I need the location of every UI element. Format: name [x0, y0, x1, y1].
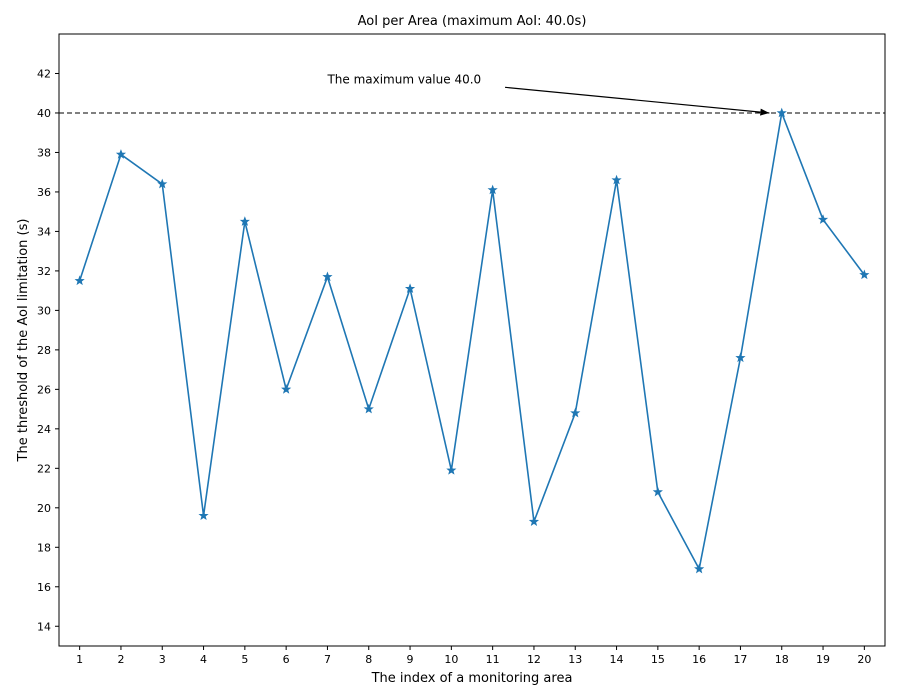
data-point-star — [487, 184, 498, 195]
y-tick-label: 30 — [37, 304, 51, 317]
y-tick-label: 32 — [37, 265, 51, 278]
data-point-star — [570, 407, 581, 418]
x-tick-label: 8 — [365, 653, 372, 666]
data-point-star — [198, 510, 209, 521]
data-point-star — [446, 464, 457, 475]
series-line — [78, 109, 865, 572]
data-point-star — [115, 149, 127, 159]
data-point-star — [281, 383, 292, 394]
x-tick-label: 3 — [159, 653, 166, 666]
x-tick-label: 12 — [527, 653, 541, 666]
data-point-star — [776, 107, 787, 118]
annotation-arrow-shaft — [504, 86, 770, 114]
x-tick-label: 18 — [775, 653, 789, 666]
annotation-arrow-head — [760, 108, 770, 116]
x-tick-label: 4 — [200, 653, 207, 666]
x-tick-label: 19 — [816, 653, 830, 666]
x-tick-label: 6 — [283, 653, 290, 666]
data-point-star — [157, 178, 168, 189]
x-tick-label: 11 — [486, 653, 500, 666]
y-tick-label: 34 — [37, 225, 51, 238]
y-tick-label: 16 — [37, 581, 51, 594]
y-tick-label: 26 — [37, 383, 51, 396]
x-tick-label: 14 — [610, 653, 624, 666]
data-point-star — [859, 269, 870, 280]
x-tick-label: 1 — [76, 653, 83, 666]
y-tick-label: 36 — [37, 186, 51, 199]
data-point-star — [694, 563, 705, 574]
x-tick-label: 10 — [444, 653, 458, 666]
x-tick-label: 9 — [407, 653, 414, 666]
chart-title: AoI per Area (maximum AoI: 40.0s) — [358, 14, 587, 29]
y-tick-label: 18 — [37, 541, 51, 554]
y-tick-label: 38 — [37, 146, 51, 159]
max-value-annotation: The maximum value 40.0 — [326, 72, 481, 86]
x-axis-label: The index of a monitoring area — [371, 671, 573, 686]
y-tick-label: 28 — [37, 344, 51, 357]
x-tick-label: 13 — [568, 653, 582, 666]
x-tick-label: 17 — [733, 653, 747, 666]
x-tick-label: 5 — [241, 653, 248, 666]
data-point-star — [322, 271, 333, 282]
data-point-star — [528, 516, 540, 526]
data-point-star — [817, 214, 829, 224]
x-tick-label: 7 — [324, 653, 331, 666]
x-tick-label: 16 — [692, 653, 706, 666]
y-tick-label: 42 — [37, 67, 51, 80]
y-axis-label: The threshold of the AoI limitation (s) — [16, 219, 31, 463]
data-point-star — [363, 403, 374, 414]
plot-frame — [58, 33, 886, 647]
plot-area: 1 2 3 4 5 6 7 8 9 10 11 12 13 14 15 16 17 18 19 20141618202… — [37, 33, 886, 666]
data-point-star — [611, 174, 622, 185]
y-tick-label: 40 — [37, 107, 51, 120]
x-tick-label: 2 — [117, 653, 124, 666]
x-tick-label: 15 — [651, 653, 665, 666]
data-point-star — [652, 486, 663, 497]
data-point-star — [74, 275, 85, 286]
data-point-star — [735, 352, 746, 363]
data-point-star — [239, 216, 250, 226]
data-point-star — [404, 283, 416, 294]
y-tick-label: 14 — [37, 620, 51, 633]
x-tick-label: 20 — [857, 653, 871, 666]
y-tick-label: 20 — [37, 502, 51, 515]
y-tick-label: 24 — [37, 423, 51, 436]
y-tick-label: 22 — [37, 462, 51, 475]
